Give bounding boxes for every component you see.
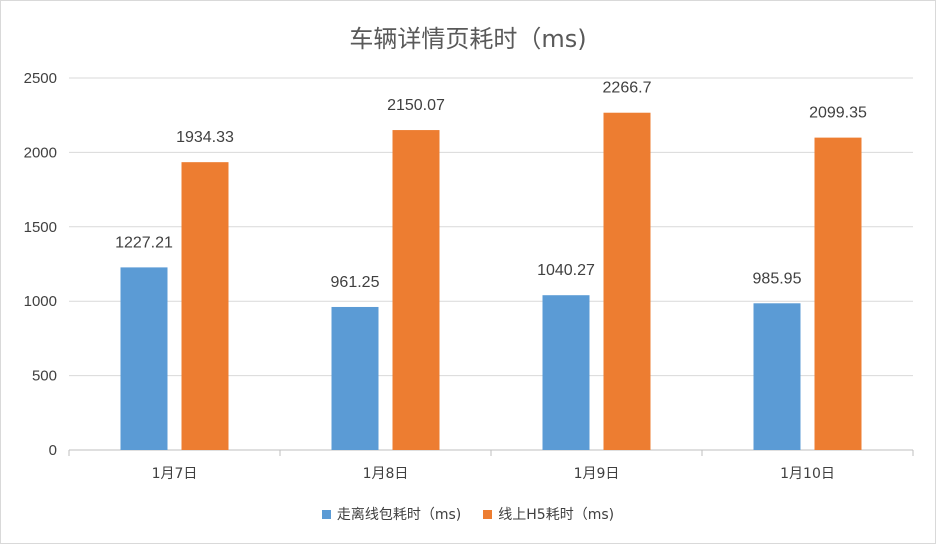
- legend-swatch-offline: [321, 509, 331, 519]
- data-label: 985.95: [753, 270, 802, 287]
- bar-online: [814, 137, 862, 451]
- bar-offline: [542, 295, 590, 450]
- legend-label-offline: 走离线包耗时（ms): [336, 507, 462, 523]
- data-label: 2266.7: [603, 80, 652, 97]
- x-tick-label: 1月7日: [152, 466, 198, 482]
- data-label: 1227.21: [115, 234, 173, 251]
- y-tick-label: 1000: [24, 293, 57, 310]
- x-tick-label: 1月8日: [363, 466, 409, 482]
- x-tick-label: 1月10日: [780, 466, 835, 482]
- bar-offline: [331, 306, 379, 450]
- legend-item-online: 线上H5耗时（ms): [483, 504, 614, 524]
- legend: 走离线包耗时（ms) 线上H5耗时（ms): [1, 504, 935, 524]
- bar-offline: [753, 303, 801, 450]
- y-tick-label: 0: [49, 442, 57, 459]
- data-label: 1040.27: [537, 262, 595, 279]
- data-label: 2150.07: [387, 97, 445, 114]
- bar-offline: [120, 267, 168, 450]
- y-tick-label: 1500: [24, 219, 57, 236]
- chart-title: 车辆详情页耗时（ms): [349, 25, 587, 53]
- bar-online: [181, 162, 229, 450]
- y-tick-label: 2500: [24, 70, 57, 87]
- legend-item-offline: 走离线包耗时（ms): [321, 504, 462, 524]
- legend-label-online: 线上H5耗时（ms): [498, 507, 615, 523]
- y-tick-label: 2000: [24, 144, 57, 161]
- data-label: 2099.35: [809, 105, 867, 122]
- bar-online: [603, 112, 651, 451]
- legend-swatch-online: [483, 509, 493, 519]
- y-tick-label: 500: [32, 368, 57, 385]
- bar-online: [392, 130, 440, 450]
- x-tick-label: 1月9日: [574, 466, 620, 482]
- data-label: 961.25: [331, 274, 380, 291]
- data-label: 1934.33: [176, 129, 234, 146]
